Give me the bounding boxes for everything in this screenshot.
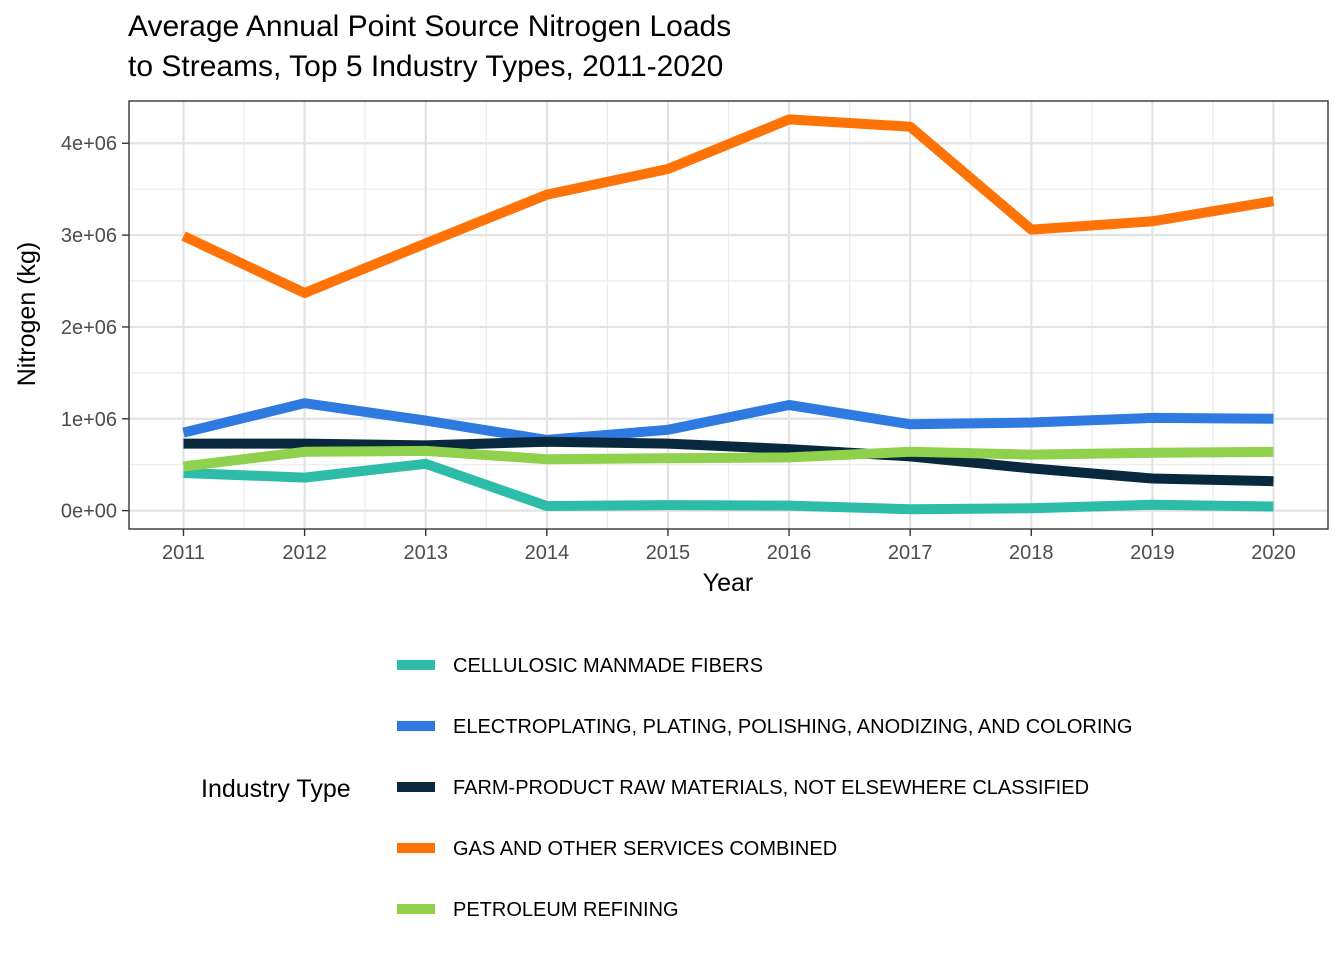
x-tick-label: 2012 bbox=[282, 542, 327, 564]
y-axis: 0e+00 1e+06 2e+06 3e+06 4e+06 bbox=[61, 133, 129, 523]
x-tick-label: 2020 bbox=[1251, 542, 1296, 564]
series-line-5 bbox=[182, 445, 1274, 472]
legend-label-5: PETROLEUM REFINING bbox=[453, 899, 679, 921]
minor-gridlines bbox=[129, 101, 1328, 529]
series-line-4 bbox=[181, 114, 1275, 298]
x-tick-label: 2019 bbox=[1130, 542, 1175, 564]
legend-label-2: ELECTROPLATING, PLATING, POLISHING, ANOD… bbox=[453, 716, 1132, 738]
x-tick-label: 2015 bbox=[646, 542, 691, 564]
x-tick-label: 2017 bbox=[888, 542, 933, 564]
plot-panel-border bbox=[128, 100, 1329, 530]
series-lines bbox=[181, 114, 1275, 515]
x-tick-label: 2013 bbox=[403, 542, 448, 564]
series-line-3 bbox=[183, 436, 1274, 487]
y-tick-label: 1e+06 bbox=[61, 409, 117, 431]
y-tick-label: 4e+06 bbox=[61, 133, 117, 155]
y-tick-label: 3e+06 bbox=[61, 225, 117, 247]
legend-label-4: GAS AND OTHER SERVICES COMBINED bbox=[453, 838, 837, 860]
legend-label-3: FARM-PRODUCT RAW MATERIALS, NOT ELSEWHER… bbox=[453, 777, 1089, 799]
legend-label-1: CELLULOSIC MANMADE FIBERS bbox=[453, 655, 763, 677]
chart-title-line-1: Average Annual Point Source Nitrogen Loa… bbox=[128, 10, 731, 43]
series-line-2 bbox=[182, 398, 1274, 445]
x-tick-label: 2018 bbox=[1009, 542, 1054, 564]
x-axis: 2011 2012 2013 2014 2015 2016 2017 2018 2019 2020 bbox=[162, 529, 1296, 564]
x-tick-label: 2014 bbox=[525, 542, 570, 564]
chart-title-line-2: to Streams, Top 5 Industry Types, 2011-2… bbox=[128, 50, 723, 83]
y-tick-label: 0e+00 bbox=[61, 501, 117, 523]
x-tick-label: 2016 bbox=[767, 542, 812, 564]
x-tick-label: 2011 bbox=[162, 542, 205, 564]
x-axis-title: Year bbox=[703, 569, 754, 597]
y-tick-label: 2e+06 bbox=[61, 317, 117, 339]
legend-title: Industry Type bbox=[201, 775, 351, 803]
legend: CELLULOSIC MANMADE FIBERS ELECTROPLATING,… bbox=[397, 655, 1132, 921]
series-line-1 bbox=[183, 458, 1274, 515]
y-axis-title: Nitrogen (kg) bbox=[13, 242, 41, 387]
